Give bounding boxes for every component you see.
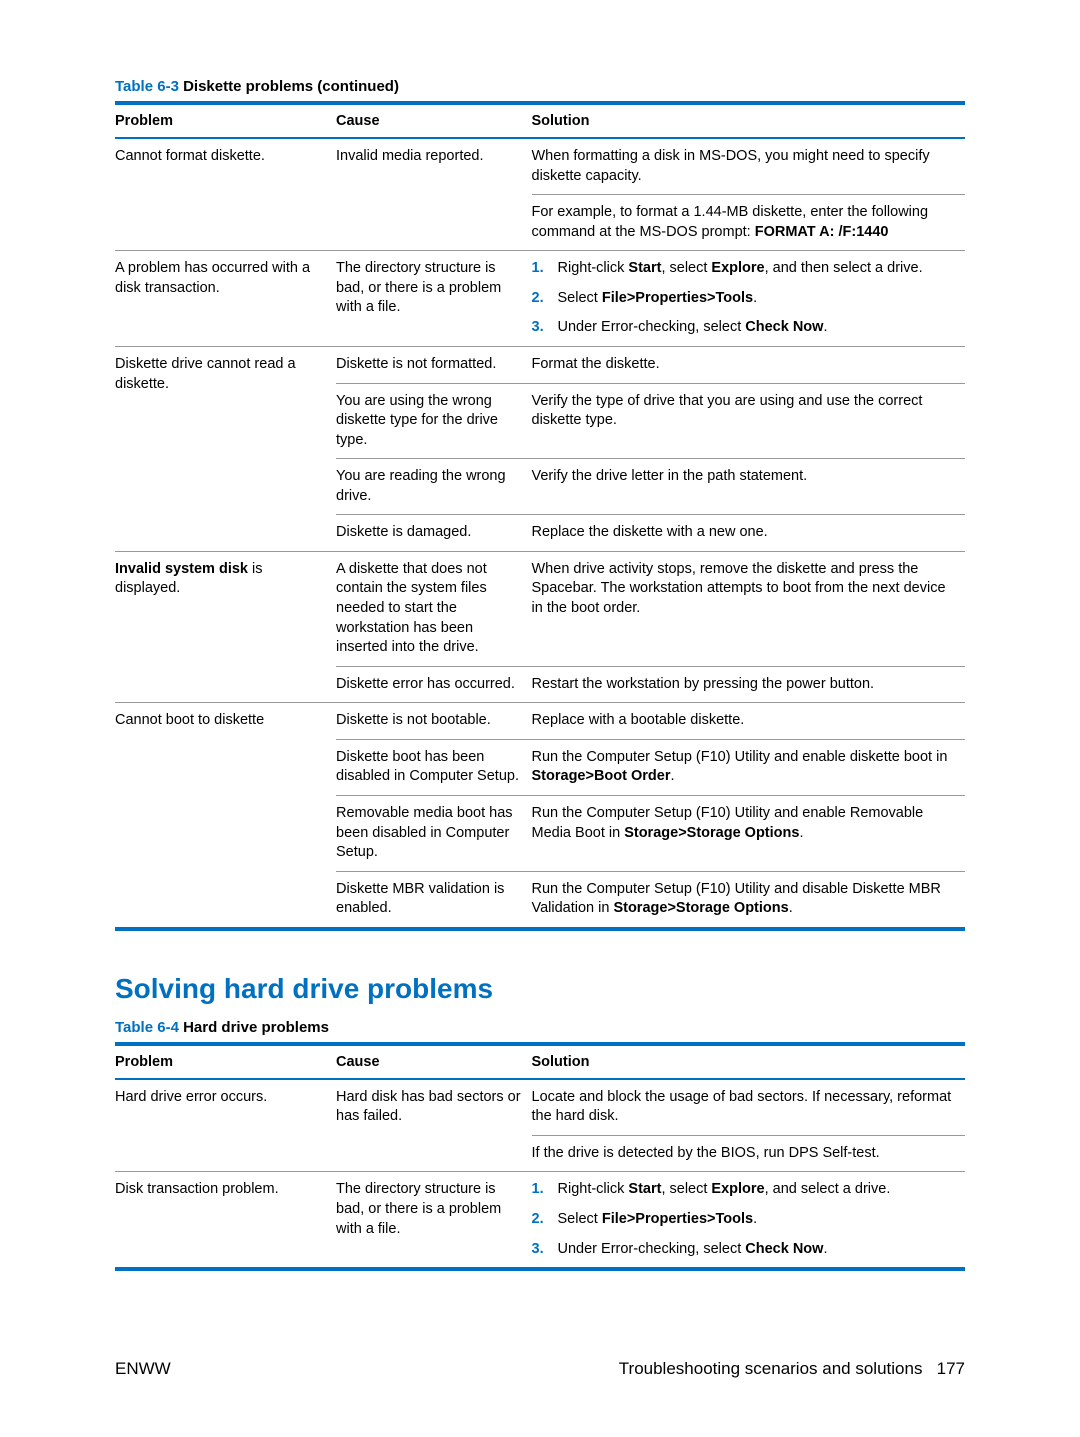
cause-cell: You are reading the wrong drive.	[336, 459, 532, 515]
cause-cell: Removable media boot has been disabled i…	[336, 795, 532, 871]
document-page: Table 6-3 Diskette problems (continued) …	[0, 0, 1080, 1271]
problem-cell: Hard drive error occurs.	[115, 1079, 336, 1172]
solution-cell: Replace the diskette with a new one.	[532, 515, 966, 552]
table-row: Hard drive error occurs. Hard disk has b…	[115, 1079, 965, 1136]
table-number: Table 6-3	[115, 78, 179, 95]
solution-cell: Locate and block the usage of bad sector…	[532, 1079, 966, 1136]
table-row: Cannot boot to diskette Diskette is not …	[115, 703, 965, 740]
solution-steps: Right-click Start, select Explore, and t…	[532, 259, 960, 338]
table-row: Invalid system disk is displayed. A disk…	[115, 551, 965, 666]
cause-cell: Diskette is not formatted.	[336, 346, 532, 383]
solution-cell: Right-click Start, select Explore, and s…	[532, 1172, 966, 1269]
cause-cell: Hard disk has bad sectors or has failed.	[336, 1079, 532, 1172]
column-header-cause: Cause	[336, 1044, 532, 1079]
solution-cell: Verify the type of drive that you are us…	[532, 383, 966, 459]
solution-cell: When drive activity stops, remove the di…	[532, 551, 966, 666]
step-item: Right-click Start, select Explore, and s…	[532, 1180, 960, 1200]
cause-cell: Diskette is damaged.	[336, 515, 532, 552]
diskette-problems-table: Problem Cause Solution Cannot format dis…	[115, 101, 965, 931]
problem-cell: Diskette drive cannot read a diskette.	[115, 346, 336, 551]
solution-cell: Format the diskette.	[532, 346, 966, 383]
cause-cell: You are using the wrong diskette type fo…	[336, 383, 532, 459]
column-header-solution: Solution	[532, 1044, 966, 1079]
step-item: Under Error-checking, select Check Now.	[532, 1240, 960, 1260]
solution-cell: When formatting a disk in MS-DOS, you mi…	[532, 138, 966, 195]
cause-cell: The directory structure is bad, or there…	[336, 1172, 532, 1269]
solution-cell: Right-click Start, select Explore, and t…	[532, 251, 966, 347]
problem-cell: Cannot boot to diskette	[115, 703, 336, 929]
solution-cell: Verify the drive letter in the path stat…	[532, 459, 966, 515]
problem-cell: A problem has occurred with a disk trans…	[115, 251, 336, 347]
table-caption: Table 6-4 Hard drive problems	[115, 1019, 965, 1036]
page-footer: ENWW Troubleshooting scenarios and solut…	[115, 1359, 965, 1379]
footer-right: Troubleshooting scenarios and solutions …	[619, 1359, 965, 1379]
solution-cell: Run the Computer Setup (F10) Utility and…	[532, 795, 966, 871]
problem-cell: Invalid system disk is displayed.	[115, 551, 336, 702]
footer-left: ENWW	[115, 1359, 171, 1379]
solution-cell: If the drive is detected by the BIOS, ru…	[532, 1135, 966, 1172]
table-row: Cannot format diskette. Invalid media re…	[115, 138, 965, 195]
cause-cell: Invalid media reported.	[336, 138, 532, 251]
problem-cell: Disk transaction problem.	[115, 1172, 336, 1269]
problem-cell: Cannot format diskette.	[115, 138, 336, 251]
cause-cell: A diskette that does not contain the sys…	[336, 551, 532, 666]
solution-cell: Run the Computer Setup (F10) Utility and…	[532, 871, 966, 929]
column-header-cause: Cause	[336, 103, 532, 138]
cause-cell: Diskette boot has been disabled in Compu…	[336, 739, 532, 795]
table-row: Diskette drive cannot read a diskette. D…	[115, 346, 965, 383]
step-item: Under Error-checking, select Check Now.	[532, 318, 960, 338]
cause-cell: Diskette error has occurred.	[336, 666, 532, 703]
table-title: Diskette problems (continued)	[179, 78, 399, 95]
step-item: Select File>Properties>Tools.	[532, 1210, 960, 1230]
table-row: A problem has occurred with a disk trans…	[115, 251, 965, 347]
table-title: Hard drive problems	[179, 1019, 329, 1036]
cause-cell: The directory structure is bad, or there…	[336, 251, 532, 347]
solution-cell: Replace with a bootable diskette.	[532, 703, 966, 740]
table-header-row: Problem Cause Solution	[115, 1044, 965, 1079]
solution-cell: For example, to format a 1.44-MB diskett…	[532, 195, 966, 251]
cause-cell: Diskette MBR validation is enabled.	[336, 871, 532, 929]
table-header-row: Problem Cause Solution	[115, 103, 965, 138]
table-caption: Table 6-3 Diskette problems (continued)	[115, 78, 965, 95]
step-item: Select File>Properties>Tools.	[532, 289, 960, 309]
column-header-problem: Problem	[115, 103, 336, 138]
table-number: Table 6-4	[115, 1019, 179, 1036]
solution-cell: Run the Computer Setup (F10) Utility and…	[532, 739, 966, 795]
table-row: Disk transaction problem. The directory …	[115, 1172, 965, 1269]
step-item: Right-click Start, select Explore, and t…	[532, 259, 960, 279]
solution-steps: Right-click Start, select Explore, and s…	[532, 1180, 960, 1259]
cause-cell: Diskette is not bootable.	[336, 703, 532, 740]
column-header-problem: Problem	[115, 1044, 336, 1079]
column-header-solution: Solution	[532, 103, 966, 138]
hard-drive-problems-table: Problem Cause Solution Hard drive error …	[115, 1042, 965, 1271]
solution-cell: Restart the workstation by pressing the …	[532, 666, 966, 703]
section-heading: Solving hard drive problems	[115, 973, 965, 1005]
